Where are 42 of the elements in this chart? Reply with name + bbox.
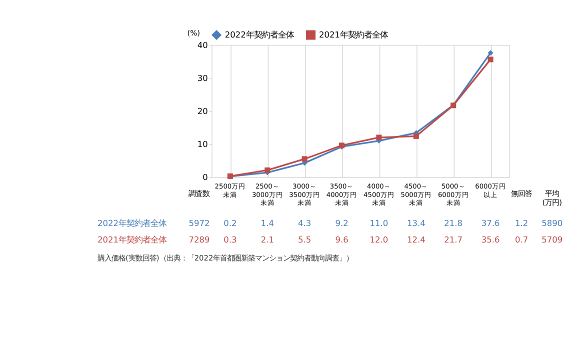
data-label: 9.2 (335, 218, 348, 228)
point (488, 50, 494, 56)
data-label: 9.6 (335, 234, 348, 244)
text: 購入価格(実数回答)（出典：「2022年首都圏新築マンション契約者動向調査」） (98, 254, 354, 263)
y-tick-label: 20 (197, 106, 208, 116)
text: 7289 (188, 234, 210, 244)
data-label: 37.6 (481, 218, 500, 228)
text: 1.2 (514, 218, 528, 228)
data-label: 5.5 (298, 234, 312, 244)
y-tick-label: 30 (197, 72, 208, 83)
text: 2021年契約者全体 (98, 234, 167, 244)
point (302, 156, 308, 162)
data-label: 2.1 (260, 234, 274, 244)
text: 5709 (542, 234, 563, 244)
text: 無回答 (511, 189, 532, 198)
text: 5890 (542, 218, 563, 228)
data-label: 0.3 (224, 234, 237, 244)
data-label: 1.4 (260, 218, 274, 228)
data-label: 12.4 (406, 234, 426, 244)
point (264, 167, 270, 173)
legend-label: 2021年契約者全体 (319, 29, 388, 40)
data-label: 12.0 (370, 234, 388, 244)
data-label: 11.0 (370, 218, 388, 228)
point (488, 56, 494, 62)
data-label: 13.4 (406, 218, 426, 228)
text: 2022年契約者全体 (98, 218, 167, 228)
y-tick-label: 0 (202, 172, 208, 182)
y-tick-label: 40 (197, 40, 208, 50)
data-label: 21.8 (444, 218, 463, 228)
text: 5972 (188, 218, 210, 228)
text: 平均 (万円) (542, 189, 562, 208)
text: 調査数 (188, 189, 210, 198)
legend-label: 2022年契約者全体 (224, 29, 294, 40)
data-label: 0.2 (224, 218, 237, 228)
data-label: 4.3 (298, 218, 312, 228)
y-tick-label: 10 (197, 138, 208, 149)
data-label: 35.6 (481, 234, 500, 244)
text: 0.7 (514, 234, 528, 244)
data-label: 21.7 (444, 234, 463, 244)
y-axis-title: (%) (187, 28, 200, 38)
point (376, 134, 382, 140)
point (413, 133, 419, 139)
